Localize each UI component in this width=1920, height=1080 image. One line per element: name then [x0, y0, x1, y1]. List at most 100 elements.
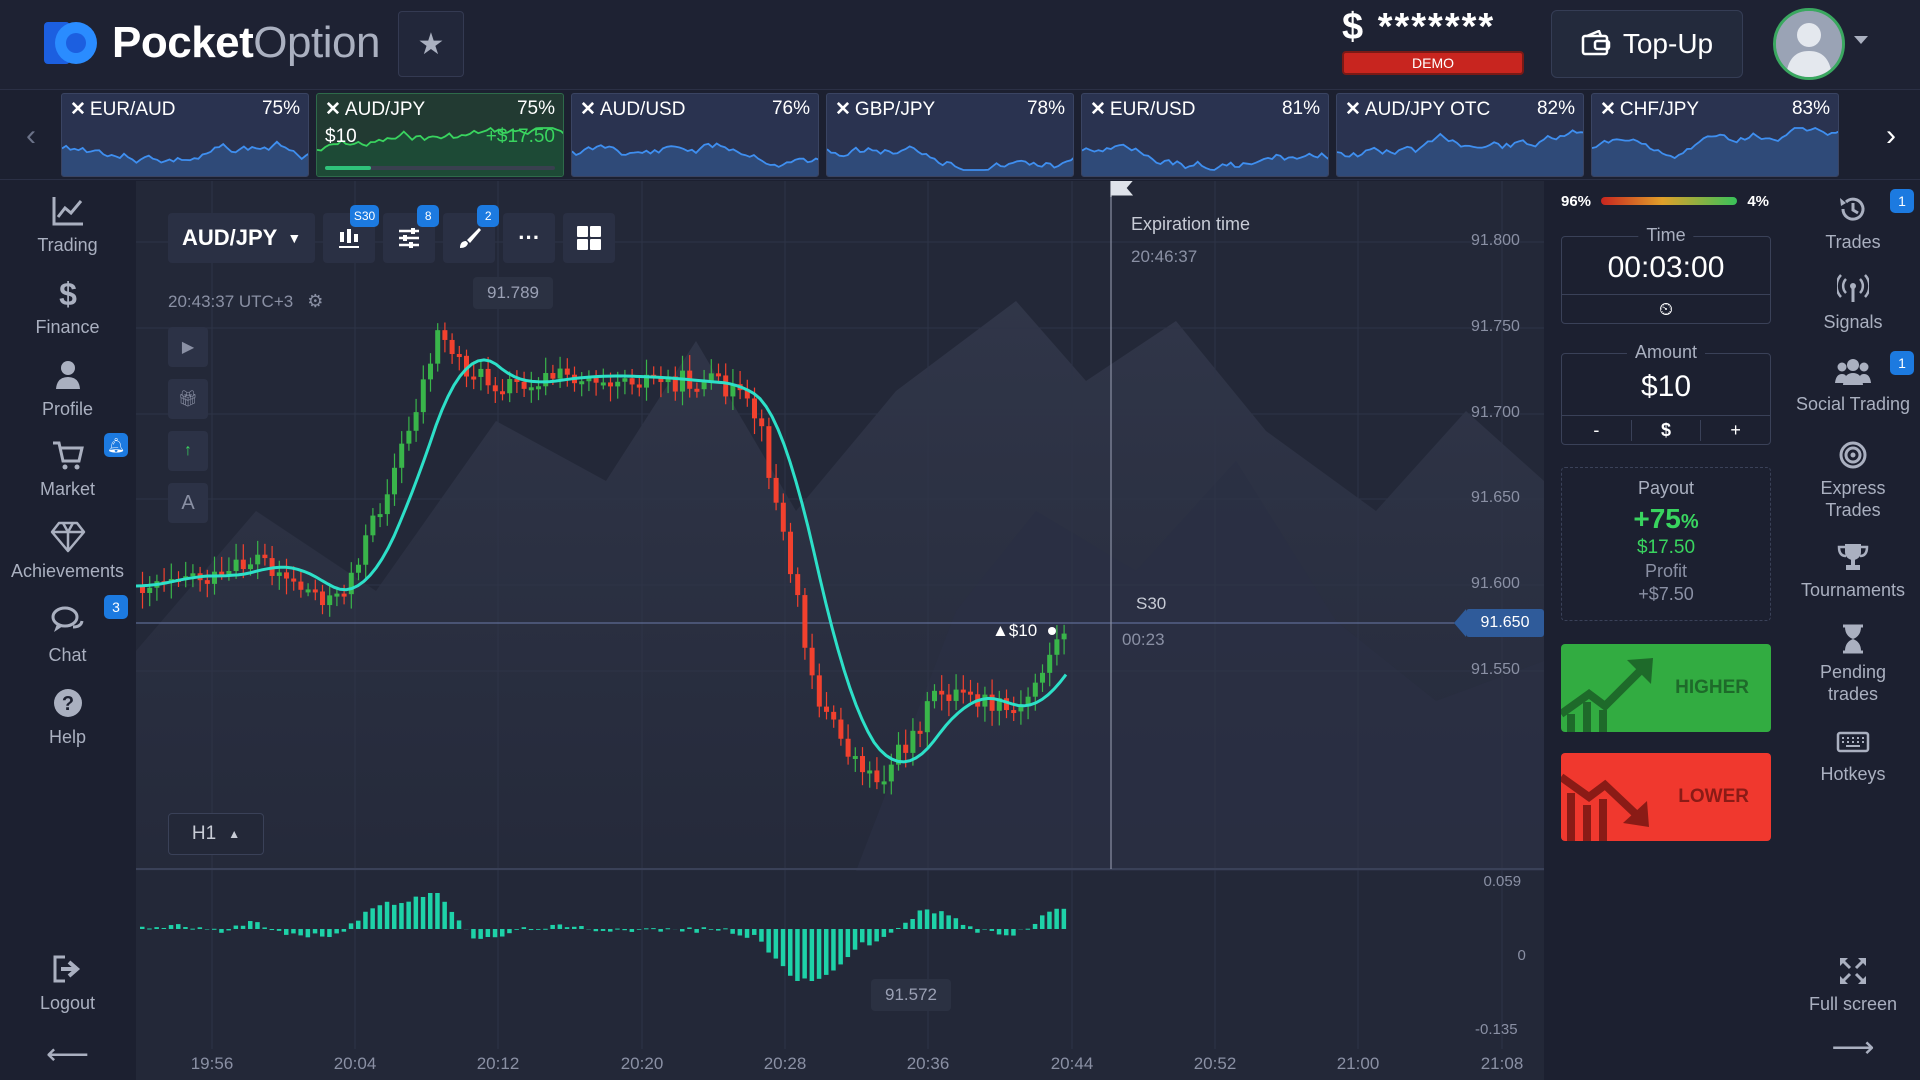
timeframe-selector[interactable]: H1 ▲	[168, 813, 264, 855]
nav-finance[interactable]: $ Finance	[0, 277, 135, 338]
candle-body	[363, 535, 369, 565]
nav-help[interactable]: ? Help	[0, 687, 135, 748]
logo-text: PocketOption	[112, 18, 380, 68]
y-tick-label: 91.600	[1471, 575, 1520, 592]
gear-icon[interactable]: ⚙	[307, 291, 324, 311]
close-icon[interactable]: ✕	[835, 99, 851, 120]
asset-card[interactable]: ✕ GBP/JPY 78%	[826, 93, 1074, 177]
close-icon[interactable]: ✕	[70, 99, 86, 120]
asset-card[interactable]: ✕ AUD/USD 76%	[571, 93, 819, 177]
amount-plus-button[interactable]: +	[1700, 420, 1770, 441]
candle-body	[939, 690, 945, 695]
oscillator-bar	[204, 929, 210, 930]
nav-trades[interactable]: Trades	[1786, 193, 1920, 253]
amount-minus-button[interactable]: -	[1593, 420, 1600, 440]
nav-trading[interactable]: Trading	[0, 195, 135, 256]
chart-area[interactable]: AUD/JPY ▼ S30 8 2 ··· 20:43:37 UTC+3 ⚙ ▶…	[136, 181, 1544, 1080]
time-box[interactable]: Time 00:03:00 ⏲	[1561, 225, 1771, 324]
close-icon[interactable]: ✕	[1600, 99, 1616, 120]
nav-chat[interactable]: Chat	[0, 605, 135, 666]
asset-card[interactable]: ✕ EUR/AUD 75%	[61, 93, 309, 177]
asset-card[interactable]: ✕ AUD/JPY 75% $10 +$17.50	[316, 93, 564, 177]
arrow-up-tool[interactable]: ↑	[168, 431, 208, 471]
avatar[interactable]	[1773, 8, 1845, 80]
oscillator-bar	[428, 893, 433, 929]
oscillator-bar	[615, 928, 620, 930]
candle-body	[233, 559, 239, 571]
topup-button[interactable]: Top-Up	[1551, 10, 1743, 78]
x-tick-label: 20:12	[476, 1054, 520, 1073]
layout-button[interactable]	[563, 213, 616, 263]
oscillator-bar	[420, 896, 426, 929]
amount-box[interactable]: Amount $10 - $ +	[1561, 342, 1771, 445]
asset-card[interactable]: ✕ EUR/USD 81%	[1081, 93, 1329, 177]
nav-signals[interactable]: Signals	[1786, 273, 1920, 333]
nav-achievements[interactable]: Achievements	[0, 521, 135, 582]
candle-body	[874, 770, 880, 783]
oscillator-bar	[212, 928, 217, 930]
candle-body	[399, 443, 405, 468]
close-icon[interactable]: ✕	[1090, 99, 1106, 120]
chevron-left-icon: ‹	[26, 118, 36, 152]
chart-type-button[interactable]: S30	[323, 205, 380, 263]
nav-pending-trades[interactable]: Pending trades	[1786, 623, 1920, 705]
amount-currency-button[interactable]: $	[1630, 420, 1701, 441]
nav-profile[interactable]: Profile	[0, 359, 135, 420]
amount-value[interactable]: $10	[1640, 370, 1692, 403]
higher-button[interactable]: HIGHER	[1561, 644, 1771, 732]
more-options-button[interactable]: ···	[503, 213, 556, 263]
price-chart[interactable]	[136, 181, 1544, 1080]
pair-selector[interactable]: AUD/JPY ▼	[168, 213, 316, 263]
favorites-button[interactable]: ★	[398, 11, 464, 77]
logo[interactable]: PocketOption	[42, 18, 380, 68]
clock-icon[interactable]: ⏲	[1658, 299, 1674, 319]
expand-tools-button[interactable]: ▶	[168, 327, 208, 367]
candle-body	[932, 690, 937, 702]
oscillator-bar	[190, 928, 195, 930]
oscillator-bar	[737, 929, 743, 936]
close-icon[interactable]: ✕	[580, 99, 596, 120]
oscillator-bar	[154, 927, 159, 929]
candle-body	[910, 730, 916, 753]
assets-prev-button[interactable]: ‹	[2, 91, 60, 180]
oscillator-bar	[341, 929, 347, 932]
balance[interactable]: $ ******* DEMO	[1342, 6, 1524, 75]
assets-next-button[interactable]: ›	[1862, 91, 1920, 180]
oscillator-bar	[910, 919, 915, 929]
nav-social-trading[interactable]: Social Trading	[1786, 355, 1920, 415]
sentiment-bar	[1601, 197, 1738, 205]
nav-logout[interactable]: Logout	[0, 953, 135, 1014]
nav-tournaments[interactable]: Tournaments	[1786, 541, 1920, 601]
time-value[interactable]: 00:03:00	[1607, 251, 1725, 284]
oscillator-bar	[543, 928, 548, 930]
svg-text:$: $	[59, 277, 77, 309]
chevron-right-icon: ›	[1886, 118, 1896, 152]
collapse-right-button[interactable]: ⟶	[1786, 1033, 1920, 1063]
nav-trades-label: Trades	[1825, 232, 1881, 252]
candle-body	[752, 398, 757, 419]
close-icon[interactable]: ✕	[325, 99, 341, 120]
asset-card[interactable]: ✕ AUD/JPY OTC 82%	[1336, 93, 1584, 177]
oscillator-bar	[874, 929, 879, 942]
nav-full-screen[interactable]: Full screen	[1786, 955, 1920, 1015]
candle-body	[320, 591, 325, 606]
gift-button[interactable]: 🎁︎	[168, 379, 208, 419]
chevron-down-icon[interactable]	[1854, 36, 1868, 44]
nav-social-trading-label: Social Trading	[1795, 394, 1911, 414]
asset-card[interactable]: ✕ CHF/JPY 83%	[1591, 93, 1839, 177]
collapse-left-button[interactable]: ⟵	[0, 1037, 135, 1072]
demo-badge[interactable]: DEMO	[1342, 51, 1524, 75]
nav-hotkeys[interactable]: Hotkeys	[1786, 725, 1920, 785]
oscillator-bar	[507, 929, 512, 934]
close-icon[interactable]: ✕	[1345, 99, 1361, 120]
drawing-tools-button[interactable]: 2	[443, 205, 500, 263]
candle-body	[557, 368, 563, 379]
nav-express-trades[interactable]: Express Trades	[1786, 439, 1920, 521]
trade-marker[interactable]: ▲$10	[992, 621, 1038, 640]
indicators-button[interactable]: 8	[383, 205, 440, 263]
candle-body	[262, 554, 268, 559]
oscillator-bar	[500, 929, 505, 937]
lower-button[interactable]: LOWER	[1561, 753, 1771, 841]
nav-market[interactable]: Market	[0, 439, 135, 500]
text-tool[interactable]: A	[168, 483, 208, 523]
